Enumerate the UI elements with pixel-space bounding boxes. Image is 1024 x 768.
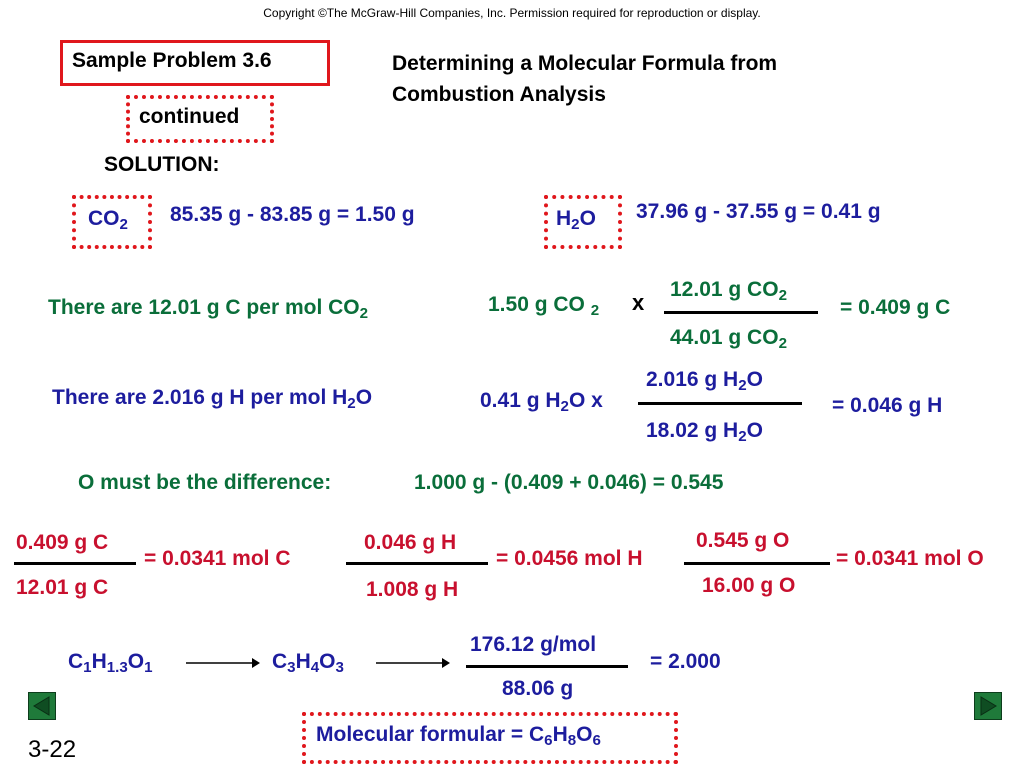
next-slide-button[interactable] bbox=[974, 692, 1002, 720]
slide-number: 3-22 bbox=[28, 736, 77, 763]
oxygen-statement: O must be the difference: bbox=[78, 471, 332, 494]
formula-c3h4o3: C3H4O3 bbox=[272, 650, 344, 677]
mol-o-fraction-bar bbox=[684, 562, 830, 565]
heading-line-2: Combustion Analysis bbox=[392, 83, 606, 106]
mol-c-result: = 0.0341 mol C bbox=[144, 547, 291, 570]
carbon-times-sign: x bbox=[632, 290, 645, 315]
h2o-mass-calculation: 37.96 g - 37.55 g = 0.41 g bbox=[636, 200, 881, 223]
co2-box bbox=[72, 195, 152, 249]
mol-h-numerator: 0.046 g H bbox=[364, 531, 457, 554]
arrow-right-icon bbox=[186, 658, 260, 668]
hydrogen-fraction-bar bbox=[638, 402, 802, 405]
hydrogen-numerator: 2.016 g H2O bbox=[646, 368, 763, 395]
mol-h-denominator: 1.008 g H bbox=[366, 578, 459, 601]
triangle-left-icon bbox=[33, 696, 50, 716]
ratio-fraction-bar bbox=[466, 665, 628, 668]
mol-h-fraction-bar bbox=[346, 562, 488, 565]
carbon-statement: There are 12.01 g C per mol CO2 bbox=[48, 296, 369, 323]
mol-c-numerator: 0.409 g C bbox=[16, 531, 109, 554]
hydrogen-given: 0.41 g H2O x bbox=[480, 389, 603, 416]
formula-c1h1.3o1: C1H1.3O1 bbox=[68, 650, 153, 677]
mol-h-result: = 0.0456 mol H bbox=[496, 547, 643, 570]
co2-mass-calculation: 85.35 g - 83.85 g = 1.50 g bbox=[170, 203, 415, 226]
sample-problem-title: Sample Problem 3.6 bbox=[72, 49, 272, 72]
mol-c-denominator: 12.01 g C bbox=[16, 576, 109, 599]
continued-box bbox=[126, 95, 274, 143]
molecular-formula: Molecular formular = C6H8O6 bbox=[316, 723, 601, 750]
h2o-box bbox=[544, 195, 622, 249]
carbon-numerator: 12.01 g CO2 bbox=[670, 278, 787, 305]
carbon-denominator: 44.01 g CO2 bbox=[670, 326, 787, 353]
carbon-fraction-bar bbox=[664, 311, 818, 314]
ratio-denominator: 88.06 g bbox=[502, 677, 574, 700]
hydrogen-statement: There are 2.016 g H per mol H2O bbox=[52, 386, 373, 413]
arrow-right-icon bbox=[376, 658, 450, 668]
ratio-numerator: 176.12 g/mol bbox=[470, 633, 597, 656]
mol-o-denominator: 16.00 g O bbox=[702, 574, 796, 597]
carbon-result: = 0.409 g C bbox=[840, 296, 951, 319]
oxygen-calculation: 1.000 g - (0.409 + 0.046) = 0.545 bbox=[414, 471, 724, 494]
mol-c-fraction-bar bbox=[14, 562, 136, 565]
previous-slide-button[interactable] bbox=[28, 692, 56, 720]
triangle-right-icon bbox=[980, 696, 997, 716]
ratio-result: = 2.000 bbox=[650, 650, 721, 673]
co2-label: CO2 bbox=[88, 207, 128, 234]
carbon-given: 1.50 g CO 2 bbox=[488, 293, 600, 320]
copyright-notice: Copyright ©The McGraw-Hill Companies, In… bbox=[263, 6, 761, 20]
molecular-formula-box bbox=[302, 712, 678, 764]
sample-problem-box bbox=[60, 40, 330, 86]
h2o-label: H2O bbox=[556, 207, 596, 234]
mol-o-numerator: 0.545 g O bbox=[696, 529, 790, 552]
hydrogen-denominator: 18.02 g H2O bbox=[646, 419, 763, 446]
hydrogen-result: = 0.046 g H bbox=[832, 394, 943, 417]
continued-label: continued bbox=[139, 105, 240, 128]
mol-o-result: = 0.0341 mol O bbox=[836, 547, 984, 570]
solution-heading: SOLUTION: bbox=[104, 153, 220, 176]
heading-line-1: Determining a Molecular Formula from bbox=[392, 52, 778, 75]
